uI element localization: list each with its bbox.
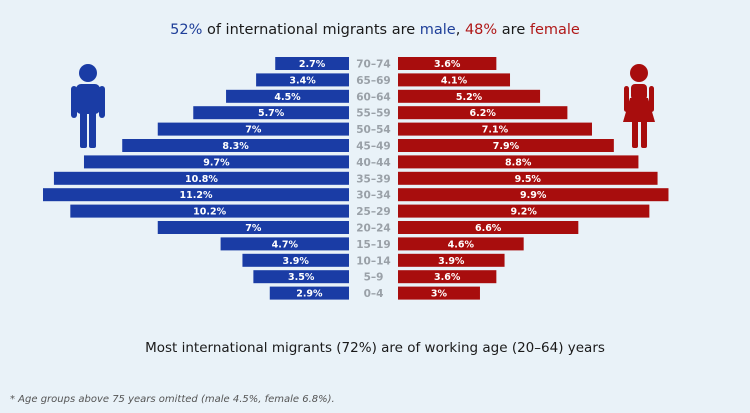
age-group-label-10: 20–24 <box>356 223 390 235</box>
age-group-label-6: 40–44 <box>356 157 390 169</box>
title-text-part3: are <box>497 22 530 38</box>
male-bar-label-10: 7% <box>245 223 262 234</box>
age-group-label-7: 35–39 <box>356 173 390 185</box>
chart-subtitle: Most international migrants (72%) are of… <box>145 340 605 356</box>
female-bar-label-0: 3.6% <box>434 59 461 70</box>
male-bar-label-2: 4.5% <box>274 92 301 103</box>
male-bar-label-5: 8.3% <box>222 141 249 152</box>
female-person-icon <box>623 64 655 148</box>
male-bar-10 <box>157 221 349 234</box>
female-bar-label-7: 9.5% <box>515 174 542 185</box>
footnote: * Age groups above 75 years omitted (mal… <box>10 394 335 405</box>
age-group-label-1: 65–69 <box>356 75 390 87</box>
female-bar-label-14: 3% <box>431 289 448 300</box>
title-male-percent: 52% <box>170 22 203 38</box>
female-bar-0 <box>398 57 497 70</box>
male-bar-label-7: 10.8% <box>185 174 218 185</box>
male-bar-0 <box>275 57 349 70</box>
female-bar-label-8: 9.9% <box>520 190 547 201</box>
male-person-icon <box>71 64 105 148</box>
female-bar-2 <box>398 89 541 103</box>
female-bar-12 <box>398 253 505 267</box>
male-bar-label-1: 3.4% <box>289 75 316 86</box>
male-bar-label-12: 3.9% <box>283 256 310 267</box>
male-bar-6 <box>83 155 349 169</box>
female-bar-label-4: 7.1% <box>482 125 509 136</box>
male-bar-label-3: 5.7% <box>258 108 285 119</box>
title-text-part2: , <box>455 22 465 38</box>
female-bar-11 <box>398 237 524 251</box>
male-bar-label-13: 3.5% <box>288 272 315 283</box>
female-bar-label-13: 3.6% <box>434 272 461 283</box>
age-group-label-2: 60–64 <box>356 91 390 103</box>
age-group-label-0: 70–74 <box>356 59 390 71</box>
female-bar-10 <box>398 221 579 234</box>
age-group-label-11: 15–19 <box>356 239 390 251</box>
female-bar-9 <box>398 204 650 218</box>
female-bar-14 <box>398 286 480 300</box>
male-bar-3 <box>193 106 349 120</box>
female-bar-label-3: 6.2% <box>470 108 497 119</box>
female-bar-1 <box>398 73 511 87</box>
male-bar-9 <box>70 204 350 218</box>
age-group-label-5: 45–49 <box>356 141 390 153</box>
female-bar-label-10: 6.6% <box>475 223 502 234</box>
age-group-label-3: 55–59 <box>356 108 390 120</box>
female-bar-label-11: 4.6% <box>448 239 475 250</box>
male-bar-2 <box>226 89 349 103</box>
female-bar-label-2: 5.2% <box>456 92 483 103</box>
title-text-part1: of international migrants are <box>202 22 420 38</box>
female-bar-label-12: 3.9% <box>438 256 465 267</box>
female-bar-label-1: 4.1% <box>441 75 468 86</box>
age-group-label-13: 5–9 <box>364 272 384 284</box>
title-female-percent: 48% <box>464 22 498 38</box>
male-bar-1 <box>256 73 349 87</box>
male-bar-label-0: 2.7% <box>299 59 326 70</box>
female-bar-5 <box>398 139 614 152</box>
female-bar-8 <box>398 188 669 202</box>
age-group-label-9: 25–29 <box>356 206 390 218</box>
male-bar-12 <box>242 253 349 267</box>
chart-title: 52% of international migrants are male, … <box>0 22 750 38</box>
female-bar-label-5: 7.9% <box>493 141 520 152</box>
male-bar-label-14: 2.9% <box>296 289 323 300</box>
age-group-label-8: 30–34 <box>356 190 390 202</box>
male-bar-5 <box>122 139 349 152</box>
female-bar-7 <box>398 171 658 185</box>
female-bar-3 <box>398 106 568 120</box>
female-bar-label-9: 9.2% <box>510 207 537 218</box>
female-bar-6 <box>398 155 639 169</box>
female-bar-13 <box>398 270 497 284</box>
age-group-label-14: 0–4 <box>364 288 384 300</box>
male-bar-label-8: 11.2% <box>180 190 213 201</box>
age-group-label-12: 10–14 <box>356 255 390 267</box>
male-bar-label-4: 7% <box>245 125 262 136</box>
male-bar-11 <box>220 237 349 251</box>
male-bar-label-11: 4.7% <box>272 239 299 250</box>
female-bar-label-6: 8.8% <box>505 157 532 168</box>
title-male-word: male <box>419 22 456 38</box>
male-bar-14 <box>269 286 349 300</box>
male-bar-label-9: 10.2% <box>193 207 226 218</box>
male-bar-label-6: 9.7% <box>203 157 230 168</box>
age-group-label-4: 50–54 <box>356 124 390 136</box>
female-bar-4 <box>398 122 592 136</box>
male-bar-7 <box>53 171 350 185</box>
male-bar-4 <box>157 122 349 136</box>
male-bar-13 <box>253 270 349 284</box>
male-bar-8 <box>43 188 349 202</box>
title-female-word: female <box>529 22 580 38</box>
